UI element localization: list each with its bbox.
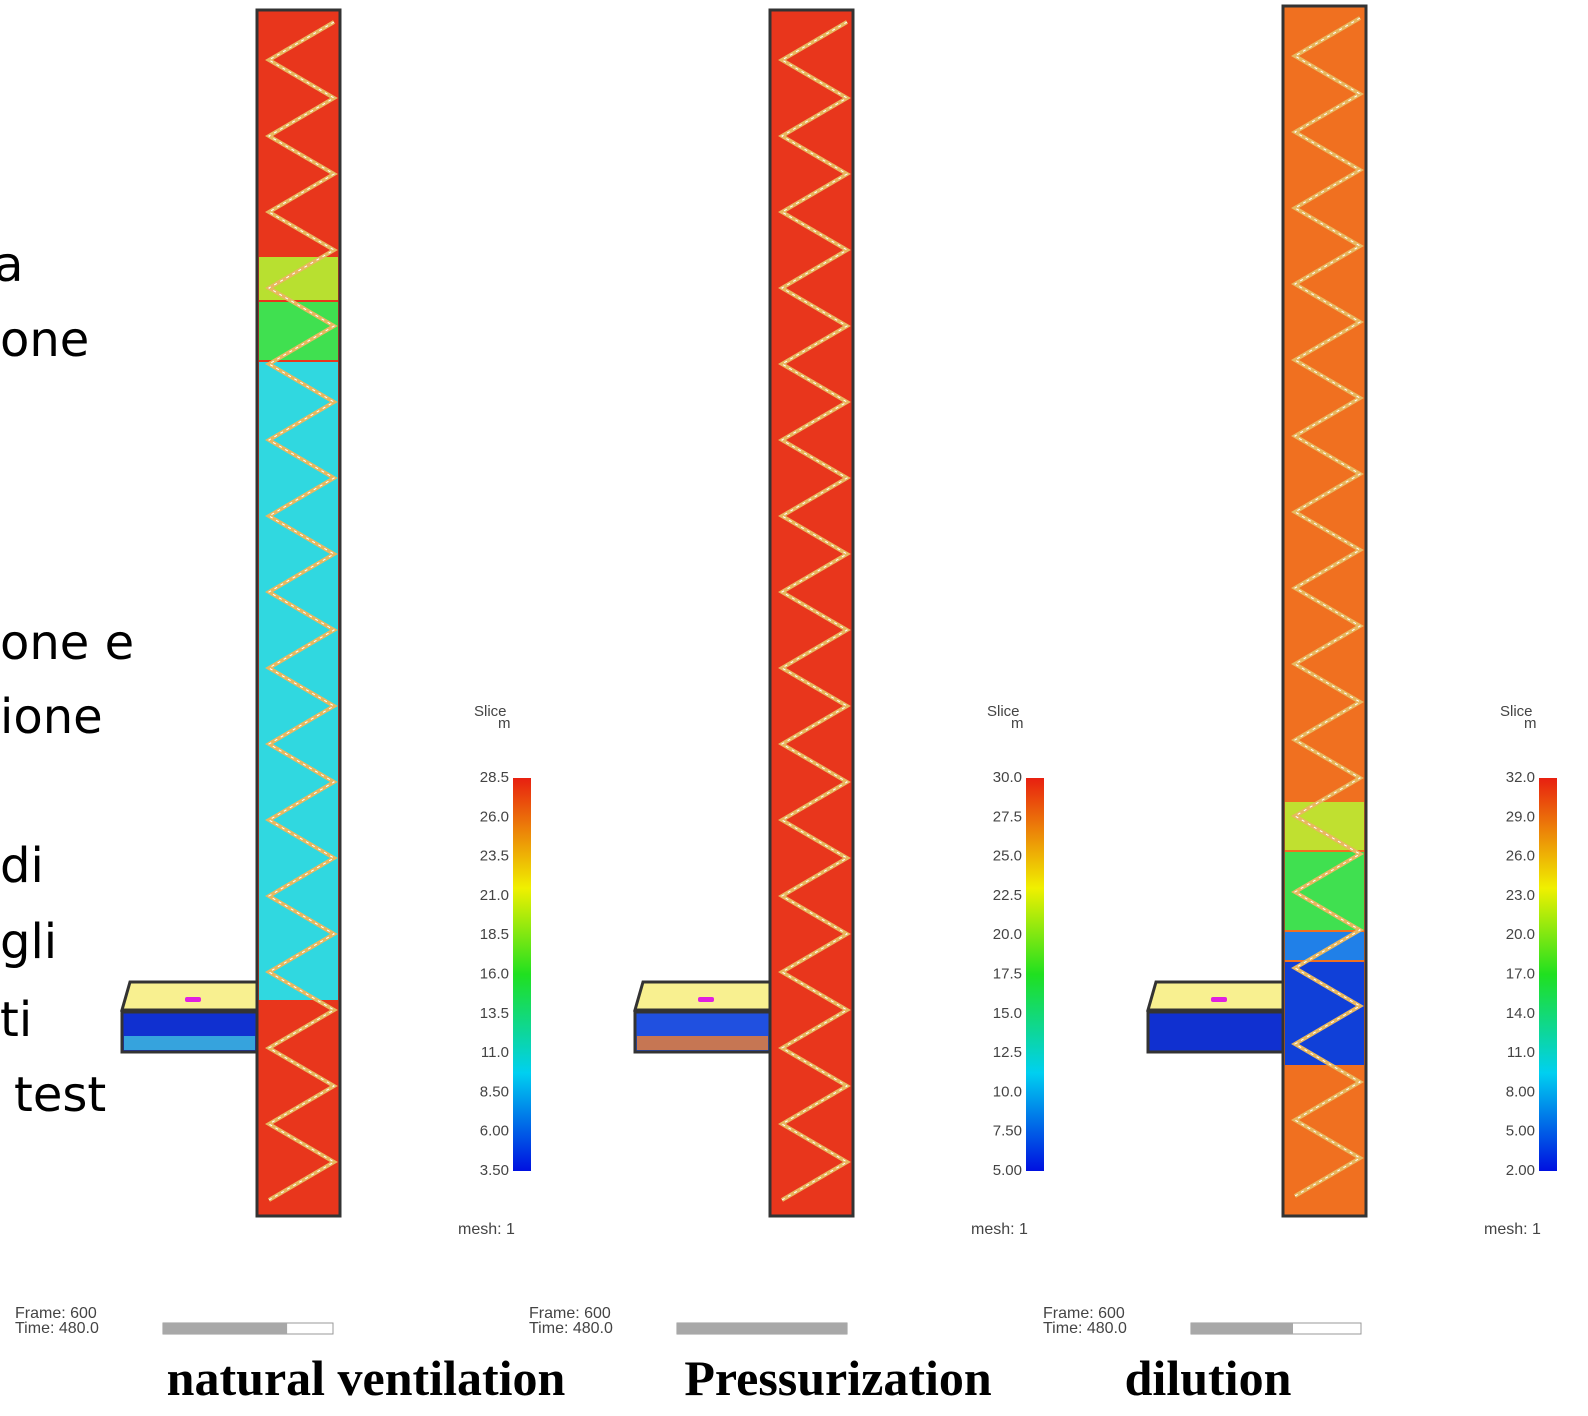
scale-label: 15.0 (993, 1005, 1022, 1022)
colorbar (1026, 778, 1044, 1171)
scale-label: 22.5 (993, 887, 1022, 904)
scale-label: 12.5 (993, 1044, 1022, 1061)
frame-label: Frame: 600 (529, 1305, 611, 1322)
shaft-frame (1281, 4, 1368, 1218)
scale-label: 7.50 (993, 1123, 1022, 1140)
stairs (778, 20, 851, 1202)
sidebar-text: one e (0, 615, 134, 671)
stairs (265, 20, 338, 1202)
shaft-frame (768, 8, 855, 1218)
scale-label: 23.0 (1506, 887, 1535, 904)
frame-label: Frame: 600 (1043, 1305, 1125, 1322)
time-label: Time: 480.0 (15, 1320, 99, 1337)
sidebar-text: ti (0, 992, 32, 1048)
scale-label: 27.5 (993, 808, 1022, 825)
corridor-top (120, 980, 259, 1012)
scale-unit: m (498, 715, 511, 732)
scale-label: 28.5 (480, 769, 509, 786)
shaft-region (1285, 802, 1364, 850)
stairs (1291, 16, 1364, 1198)
shaft-region (1285, 962, 1364, 1065)
scale-label: 5.00 (1506, 1123, 1535, 1140)
scale-label: 26.0 (480, 808, 509, 825)
scale-label: 10.0 (993, 1083, 1022, 1100)
scale-label: 8.50 (480, 1083, 509, 1100)
progress-fill (1191, 1323, 1293, 1334)
sidebar-text: gli (0, 914, 57, 970)
sidebar-text: ione (0, 689, 103, 745)
frame-label: Frame: 600 (15, 1305, 97, 1322)
sidebar-text: test (14, 1067, 106, 1123)
corridor-top (633, 980, 772, 1012)
sidebar-text: a (0, 237, 23, 293)
scale-label: 6.00 (480, 1123, 509, 1140)
colorbar (1539, 778, 1557, 1171)
progress-fill (677, 1323, 847, 1334)
sidebar-text: di (0, 838, 44, 894)
corridor-floor (124, 1036, 255, 1050)
scale-label: 5.00 (993, 1162, 1022, 1179)
scale-label: 17.5 (993, 966, 1022, 983)
colorbar (513, 778, 531, 1171)
scale-title: Slice (987, 703, 1020, 720)
mesh-label: mesh: 1 (971, 1221, 1028, 1238)
shaft-frame (255, 8, 342, 1218)
scale-label: 17.0 (1506, 966, 1535, 983)
caption: dilution (1125, 1350, 1292, 1406)
fire-source (185, 997, 201, 1002)
corridor-floor (637, 1036, 768, 1050)
sidebar-text: one (0, 312, 89, 368)
scale-unit: m (1524, 715, 1537, 732)
scale-label: 8.00 (1506, 1083, 1535, 1100)
scale-label: 13.5 (480, 1005, 509, 1022)
scale-label: 23.5 (480, 848, 509, 865)
scale-label: 11.0 (1507, 1044, 1535, 1061)
scale-title: Slice (1500, 703, 1533, 720)
scale-label: 32.0 (1506, 769, 1535, 786)
scale-label: 25.0 (993, 848, 1022, 865)
mesh-label: mesh: 1 (458, 1221, 515, 1238)
time-label: Time: 480.0 (529, 1320, 613, 1337)
scale-label: 18.5 (480, 926, 509, 943)
caption: natural ventilation (167, 1350, 566, 1406)
scale-label: 20.0 (1506, 926, 1535, 943)
shaft-region (259, 257, 338, 300)
shaft-region (1285, 1067, 1364, 1216)
caption: Pressurization (684, 1350, 992, 1406)
corridor-body (1146, 1010, 1285, 1054)
scale-label: 2.00 (1506, 1162, 1535, 1179)
progress-fill (163, 1323, 288, 1334)
scale-title: Slice (474, 703, 507, 720)
mesh-label: mesh: 1 (1484, 1221, 1541, 1238)
fire-source (1211, 997, 1227, 1002)
scale-unit: m (1011, 715, 1024, 732)
corridor-top (1146, 980, 1285, 1012)
scale-label: 29.0 (1506, 808, 1535, 825)
scale-label: 21.0 (480, 887, 509, 904)
scale-label: 26.0 (1506, 848, 1535, 865)
scale-label: 14.0 (1506, 1005, 1535, 1022)
scale-label: 20.0 (993, 926, 1022, 943)
scale-label: 16.0 (480, 966, 509, 983)
fire-source (698, 997, 714, 1002)
scale-label: 3.50 (480, 1162, 509, 1179)
time-label: Time: 480.0 (1043, 1320, 1127, 1337)
scale-label: 30.0 (993, 769, 1022, 786)
scale-label: 11.0 (481, 1044, 509, 1061)
